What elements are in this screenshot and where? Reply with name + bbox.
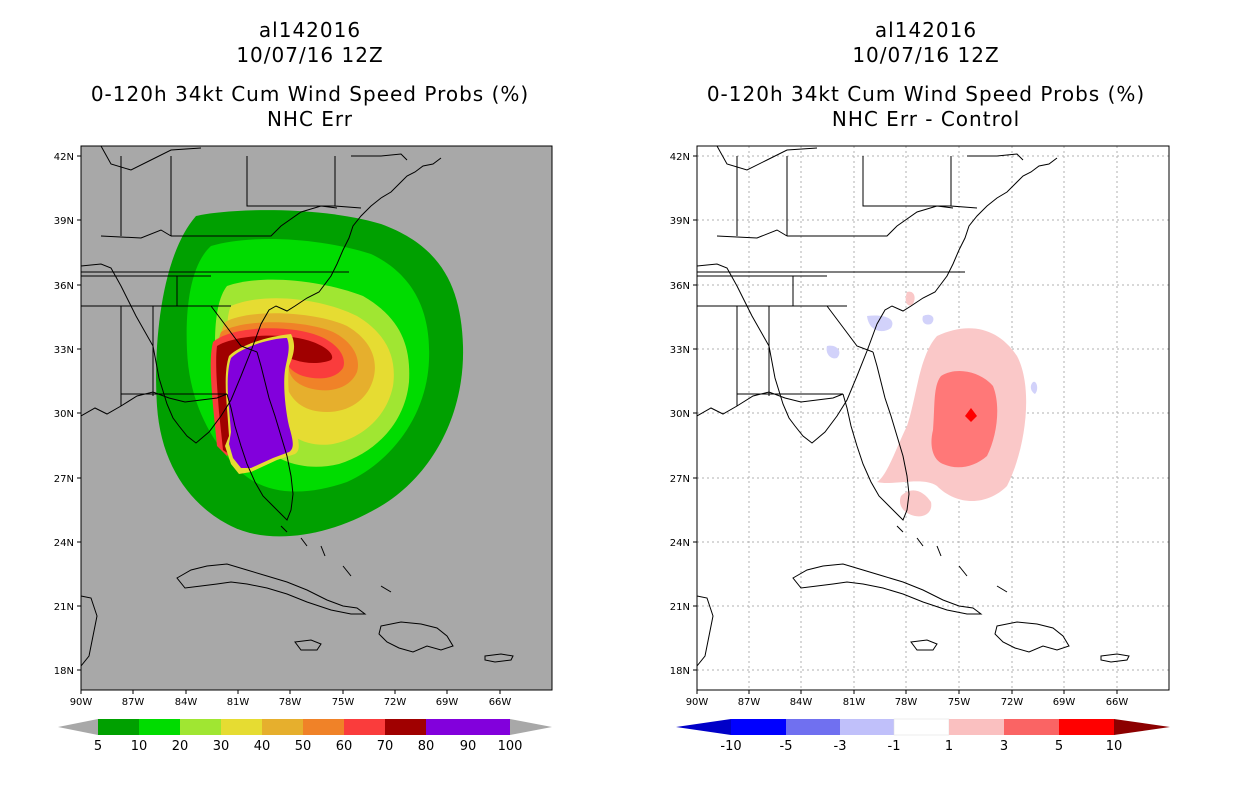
right-colorbar-high-arrow bbox=[1114, 719, 1170, 735]
right-storm-id: al142016 bbox=[874, 18, 978, 42]
left-colorbar-label: 100 bbox=[498, 739, 523, 754]
right-colorbar-label: -5 bbox=[780, 739, 793, 754]
right-lat-label: 42N bbox=[670, 152, 690, 163]
left-map bbox=[80, 145, 553, 691]
right-title-block: al142016 10/07/16 12Z 0-120h 34kt Cum Wi… bbox=[676, 18, 1176, 132]
right-colorbar: -10 -5 -3 -1 1 3 5 10 bbox=[676, 718, 1170, 754]
left-date: 10/07/16 12Z bbox=[236, 43, 384, 67]
left-lon-label: 66W bbox=[489, 697, 512, 708]
right-lon-label: 72W bbox=[1001, 697, 1024, 708]
right-difference-contours bbox=[826, 291, 1038, 517]
left-lat-axis: 42N 39N 36N 33N 30N 27N 24N 21N 18N bbox=[54, 152, 81, 677]
right-lon-axis: 90W 87W 84W 81W 78W 75W 72W 69W 66W bbox=[686, 690, 1129, 708]
left-map-frame bbox=[80, 145, 553, 691]
right-lat-label: 30N bbox=[670, 409, 690, 420]
right-lat-label: 36N bbox=[670, 281, 690, 292]
right-colorbar-swatch bbox=[731, 719, 786, 735]
left-colorbar-low-arrow bbox=[58, 719, 98, 735]
left-lon-label: 87W bbox=[122, 697, 145, 708]
right-lon-label: 78W bbox=[895, 697, 918, 708]
left-colorbar-swatch bbox=[139, 719, 180, 735]
left-colorbar-swatch bbox=[262, 719, 303, 735]
left-colorbar-swatch bbox=[426, 719, 510, 735]
left-lon-label: 72W bbox=[384, 697, 407, 708]
left-storm-id: al142016 bbox=[258, 18, 362, 42]
left-colorbar-label: 40 bbox=[254, 739, 271, 754]
left-colorbar-swatch bbox=[98, 719, 139, 735]
right-colorbar-label: 10 bbox=[1106, 739, 1123, 754]
left-colorbar-label: 10 bbox=[131, 739, 148, 754]
left-colorbar-high-arrow bbox=[510, 719, 552, 735]
right-colorbar-label: 3 bbox=[1000, 739, 1008, 754]
left-lat-label: 33N bbox=[54, 345, 74, 356]
left-lon-label: 84W bbox=[175, 697, 198, 708]
right-colorbar-swatch bbox=[949, 719, 1004, 735]
right-map bbox=[696, 145, 1170, 691]
right-lon-label: 87W bbox=[738, 697, 761, 708]
left-lon-label: 75W bbox=[332, 697, 355, 708]
right-colorbar-swatch bbox=[786, 719, 840, 735]
right-lat-label: 21N bbox=[670, 602, 690, 613]
left-lon-label: 81W bbox=[227, 697, 250, 708]
right-colorbar-low-arrow bbox=[676, 719, 731, 735]
right-date: 10/07/16 12Z bbox=[852, 43, 1000, 67]
right-lon-label: 90W bbox=[686, 697, 709, 708]
right-lat-label: 24N bbox=[670, 538, 690, 549]
left-lat-label: 24N bbox=[54, 538, 74, 549]
left-colorbar-label: 30 bbox=[213, 739, 230, 754]
left-colorbar: 5 10 20 30 40 50 60 70 80 90 100 bbox=[58, 719, 552, 754]
left-colorbar-label: 90 bbox=[460, 739, 477, 754]
left-colorbar-label: 5 bbox=[94, 739, 102, 754]
left-colorbar-swatch bbox=[385, 719, 426, 735]
left-lat-label: 39N bbox=[54, 216, 74, 227]
left-colorbar-swatch bbox=[303, 719, 344, 735]
left-colorbar-label: 70 bbox=[377, 739, 394, 754]
right-lat-label: 39N bbox=[670, 216, 690, 227]
right-lat-label: 27N bbox=[670, 474, 690, 485]
right-map-title: 0-120h 34kt Cum Wind Speed Probs (%) bbox=[706, 82, 1146, 106]
right-lon-label: 66W bbox=[1106, 697, 1129, 708]
right-colorbar-swatch bbox=[893, 718, 950, 736]
right-colorbar-swatch bbox=[1059, 719, 1114, 735]
left-colorbar-label: 50 bbox=[295, 739, 312, 754]
right-lon-label: 69W bbox=[1053, 697, 1076, 708]
right-lon-label: 81W bbox=[843, 697, 866, 708]
left-title-block: al142016 10/07/16 12Z 0-120h 34kt Cum Wi… bbox=[60, 18, 560, 132]
left-lon-label: 90W bbox=[70, 697, 93, 708]
left-lon-label: 78W bbox=[279, 697, 302, 708]
left-map-subtitle: NHC Err bbox=[266, 107, 354, 131]
left-colorbar-label: 60 bbox=[336, 739, 353, 754]
right-colorbar-label: -10 bbox=[720, 739, 741, 754]
right-colorbar-label: -1 bbox=[888, 739, 901, 754]
right-colorbar-label: -3 bbox=[834, 739, 847, 754]
right-lat-label: 18N bbox=[670, 666, 690, 677]
left-map-title: 0-120h 34kt Cum Wind Speed Probs (%) bbox=[90, 82, 530, 106]
left-lat-label: 30N bbox=[54, 409, 74, 420]
left-lat-label: 27N bbox=[54, 474, 74, 485]
right-map-subtitle: NHC Err - Control bbox=[831, 107, 1021, 131]
left-lon-label: 69W bbox=[436, 697, 459, 708]
left-probability-contours bbox=[156, 210, 464, 537]
left-lat-label: 42N bbox=[54, 152, 74, 163]
right-colorbar-swatch bbox=[840, 719, 894, 735]
left-colorbar-swatch bbox=[344, 719, 385, 735]
right-colorbar-label: 5 bbox=[1055, 739, 1063, 754]
left-colorbar-label: 80 bbox=[418, 739, 435, 754]
right-map-frame bbox=[696, 145, 1170, 691]
right-lat-label: 33N bbox=[670, 345, 690, 356]
right-lon-label: 84W bbox=[790, 697, 813, 708]
left-colorbar-swatch bbox=[180, 719, 221, 735]
right-lat-axis: 42N 39N 36N 33N 30N 27N 24N 21N 18N bbox=[670, 152, 697, 677]
left-colorbar-label: 20 bbox=[172, 739, 189, 754]
left-lon-axis: 90W 87W 84W 81W 78W 75W 72W 69W 66W bbox=[70, 690, 512, 708]
left-lat-label: 18N bbox=[54, 666, 74, 677]
right-colorbar-label: 1 bbox=[945, 739, 953, 754]
right-lon-label: 75W bbox=[948, 697, 971, 708]
left-lat-label: 36N bbox=[54, 281, 74, 292]
left-colorbar-swatch bbox=[221, 719, 262, 735]
right-colorbar-swatch bbox=[1004, 719, 1059, 735]
left-lat-label: 21N bbox=[54, 602, 74, 613]
